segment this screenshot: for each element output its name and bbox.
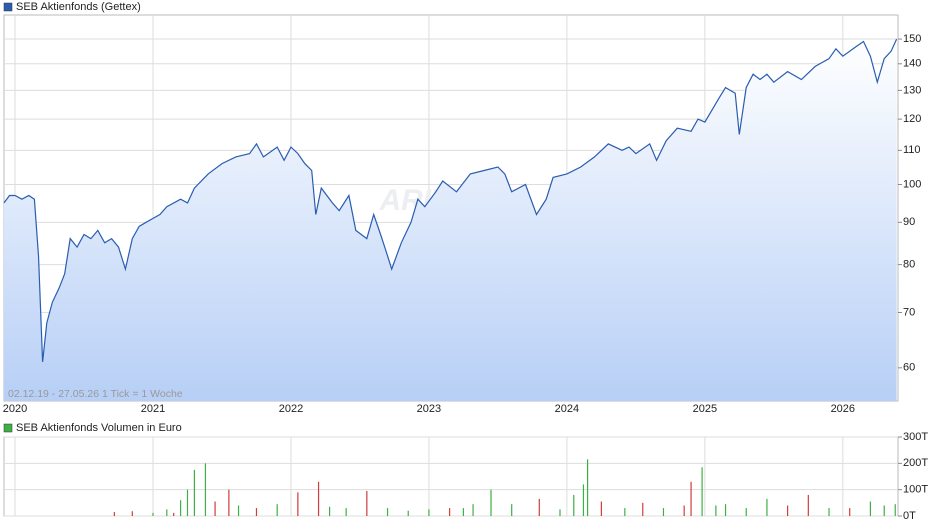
volume-bar (214, 501, 216, 516)
volume-bar (624, 508, 626, 516)
volume-bar (715, 505, 717, 516)
volume-bar (690, 481, 692, 516)
volume-bar (366, 490, 368, 516)
volume-bar (642, 502, 644, 516)
volume-bar (449, 508, 451, 516)
volume-bar (173, 512, 175, 516)
volume-bar (193, 469, 195, 516)
x-tick-label: 2024 (555, 403, 579, 415)
y-tick-label: 140 (903, 58, 921, 70)
y-tick-label: 200T (903, 457, 928, 469)
volume-bar (559, 509, 561, 516)
y-tick-label: 80 (903, 259, 915, 271)
y-tick-label: 60 (903, 362, 915, 374)
y-tick-label: 90 (903, 216, 915, 228)
area (4, 39, 897, 401)
volume-bar (228, 489, 230, 516)
x-tick-label: 2025 (693, 403, 717, 415)
y-tick-label: 100 (903, 178, 921, 190)
volume-bar (787, 505, 789, 516)
volume-bar (237, 505, 240, 516)
price-line (3, 38, 898, 362)
volume-bar (113, 512, 115, 516)
volume-bar (724, 504, 727, 516)
x-tick-label: 2026 (831, 403, 855, 415)
y-tick-label: 0T (903, 510, 916, 522)
volume-bar (255, 508, 258, 516)
volume-bar (600, 501, 602, 516)
volume-bar (745, 508, 747, 516)
volume-bar (386, 508, 389, 516)
x-tick-label: 2022 (279, 403, 303, 415)
volume-bar (179, 500, 182, 516)
volume-bar (807, 494, 809, 516)
legend-swatch (3, 2, 13, 12)
x-tick-label: 2023 (417, 403, 441, 415)
volume-bar (276, 504, 278, 516)
x-tick-label: 2021 (141, 403, 165, 415)
y-tick-label: 100T (903, 484, 928, 496)
volume-bar (186, 489, 189, 516)
volume-bar (683, 505, 685, 516)
volume-bar (317, 481, 320, 516)
volume-bar (894, 504, 896, 516)
volume-bar (766, 498, 768, 516)
volume-bar (131, 511, 133, 516)
y-tick-label: 120 (903, 113, 921, 125)
legend-label: SEB Aktienfonds (Gettex) (16, 1, 141, 13)
volume-bar (152, 512, 154, 516)
volume-bar (328, 506, 331, 516)
volume-bar (428, 509, 430, 516)
volume-bar (511, 504, 513, 516)
volume-bar (345, 508, 347, 516)
volume-bar (166, 509, 168, 516)
volume-bar (297, 492, 299, 516)
volume-bar (849, 508, 851, 516)
volume-bar (586, 459, 589, 516)
volume-bar (462, 508, 465, 516)
y-tick-label: 130 (903, 84, 921, 96)
volume-bar (883, 505, 885, 516)
volume-bar (701, 467, 703, 516)
volume-bar (869, 501, 872, 516)
legend-swatch (3, 423, 13, 433)
volume-bar (490, 489, 492, 516)
legend-label: SEB Aktienfonds Volumen in Euro (16, 422, 182, 434)
x-tick-label: 2020 (3, 403, 27, 415)
volume-bar (828, 508, 830, 516)
volume-bar (573, 494, 575, 516)
volume-bar (204, 463, 207, 516)
plot-area (3, 436, 899, 517)
footnote: 02.12.19 - 27.05.26 1 Tick = 1 Woche (8, 388, 183, 400)
volume-bar (407, 510, 409, 516)
y-tick-label: 70 (903, 306, 915, 318)
volume-bar (538, 498, 540, 516)
y-tick-label: 110 (903, 144, 921, 156)
volume-bar (662, 508, 665, 516)
y-tick-label: 300T (903, 431, 928, 443)
volume-bar (582, 484, 585, 516)
volume-bar (472, 504, 474, 516)
y-tick-label: 150 (903, 33, 921, 45)
